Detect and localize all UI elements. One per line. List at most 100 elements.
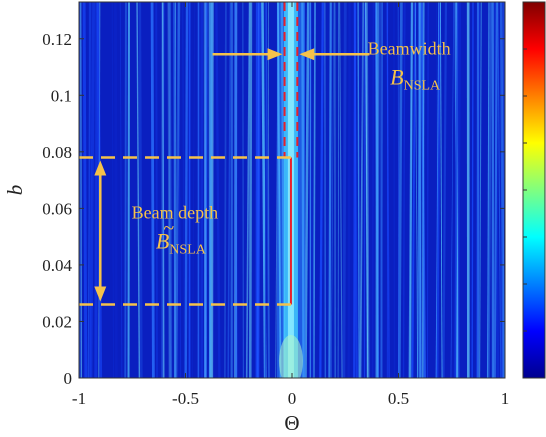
x-axis-label: Θ <box>284 411 299 435</box>
heatmap-streak <box>471 2 474 378</box>
heatmap-streak <box>359 2 365 378</box>
heatmap-streak <box>421 2 425 378</box>
heatmap-streak <box>215 2 221 378</box>
heatmap-streak <box>386 2 390 378</box>
heatmap-streak <box>208 2 213 378</box>
heatmap-streak <box>374 2 380 378</box>
heatmap-streak <box>337 2 339 378</box>
heatmap-streak <box>328 2 332 378</box>
y-tick-label: 0.04 <box>42 256 72 275</box>
x-tick-label: -0.5 <box>172 389 199 408</box>
heatmap-streak <box>421 2 425 378</box>
heatmap-streak <box>414 2 419 378</box>
heatmap-streak <box>82 2 88 378</box>
heatmap-streak <box>155 2 159 378</box>
colorbar-ticks <box>523 48 527 332</box>
beam-depth-symbol-letter: B <box>156 229 169 254</box>
heatmap-streak <box>204 2 208 378</box>
heatmap-streak <box>328 2 333 378</box>
y-tick-label: 0.02 <box>42 312 72 331</box>
heatmap-streak <box>397 2 403 378</box>
heatmap-streak <box>203 2 207 378</box>
heatmap-streak <box>136 2 141 378</box>
heatmap-streak <box>487 2 490 378</box>
heatmap-streak <box>497 2 502 378</box>
heatmap-streak <box>436 2 441 378</box>
heatmap-streak <box>184 2 189 378</box>
heatmap-streak <box>210 2 214 378</box>
heatmap-streak <box>111 2 114 378</box>
heatmap-streak <box>402 2 406 378</box>
heatmap-streak <box>479 2 482 378</box>
heatmap-streak <box>304 2 310 378</box>
heatmap-streak <box>328 2 332 378</box>
heatmap-streak <box>161 2 165 378</box>
beam-depth-annotation: Beam depth ~ BNSLA <box>132 203 218 258</box>
heatmap-streak <box>499 2 504 378</box>
heatmap-streak <box>319 2 324 378</box>
heatmap-streak <box>124 2 128 378</box>
heatmap-streak <box>88 2 92 378</box>
heatmap-streak <box>176 2 180 378</box>
heatmap-streak <box>167 2 171 378</box>
heatmap-streak <box>265 2 270 378</box>
beamwidth-arrowhead-left <box>267 48 283 61</box>
heatmap-streak <box>371 2 375 378</box>
heatmap-streak <box>486 2 493 378</box>
x-tick-label: -1 <box>72 389 86 408</box>
heatmap-streak <box>499 2 505 378</box>
heatmap-streak <box>192 2 196 378</box>
beamwidth-annotation: Beamwidth BNSLA <box>368 39 451 94</box>
heatmap-streak <box>330 2 335 378</box>
heatmap-streak <box>264 2 268 378</box>
heatmap-streak <box>493 2 498 378</box>
heatmap-streak <box>435 2 440 378</box>
beam-depth-tilde: ~ <box>163 218 174 240</box>
beamwidth-label: Beamwidth <box>368 39 451 59</box>
heatmap-streak <box>119 2 123 378</box>
heatmap-streak <box>476 2 480 378</box>
heatmap-streak <box>124 2 127 378</box>
heatmap-streak <box>89 2 95 378</box>
heatmap-streak <box>256 2 261 378</box>
heatmap-streak <box>411 2 417 378</box>
y-tick-label: 0.1 <box>51 86 72 105</box>
heatmap-streak <box>440 2 443 378</box>
heatmap-streak <box>435 2 438 378</box>
heatmap-streak <box>267 2 270 378</box>
heatmap-area <box>79 2 505 378</box>
heatmap-streak <box>442 2 448 378</box>
heatmap-streak <box>150 2 155 378</box>
beamwidth-symbol: BNSLA <box>390 65 441 94</box>
heatmap-streak <box>360 2 366 378</box>
heatmap-streak <box>450 2 454 378</box>
heatmap-streak <box>261 2 267 378</box>
heatmap-streak <box>364 2 370 378</box>
y-tick-label: 0 <box>64 369 73 388</box>
y-tick-label: 0.12 <box>42 30 72 49</box>
heatmap-streak <box>324 2 327 378</box>
colorbar <box>522 1 546 379</box>
heatmap-streak <box>138 2 143 378</box>
heatmap-streak <box>380 2 383 378</box>
main-lobe-hotspot <box>278 335 303 378</box>
heatmap-streak <box>426 2 429 378</box>
heatmap-streak <box>234 2 238 378</box>
heatmap-streak <box>339 2 343 378</box>
heatmap-streak <box>174 2 181 378</box>
heatmap-streak <box>181 2 186 378</box>
x-tick-label: 0 <box>288 389 297 408</box>
axis-ticks: -1 -0.5 0 0.5 1 0 0.02 0.04 0.06 0.08 0.1 0.12 <box>42 2 509 408</box>
heatmap-streak <box>161 2 165 378</box>
heatmap-streak <box>500 2 505 378</box>
heatmap-streak <box>410 2 413 378</box>
beam-depth-arrowhead-up <box>94 160 107 176</box>
heatmap-streak <box>94 2 98 378</box>
heatmap-streak <box>363 2 366 378</box>
heatmap-streak <box>453 2 460 378</box>
x-tick-label: 0.5 <box>388 389 409 408</box>
beam-depth-symbol: BNSLA <box>156 229 207 258</box>
heatmap-streak <box>248 2 253 378</box>
y-axis-label: b <box>3 185 27 196</box>
